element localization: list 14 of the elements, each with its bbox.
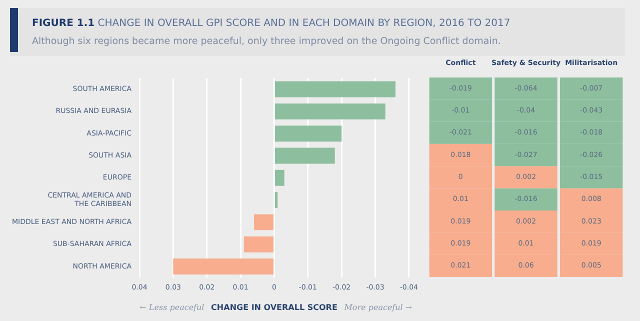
x-axis-title: CHANGE IN OVERALL SCORE [211, 303, 338, 312]
bar [173, 258, 274, 274]
text: ← Less peaceful [140, 303, 205, 312]
bar [274, 192, 278, 208]
bar [274, 170, 284, 186]
bar [244, 236, 274, 252]
chart-subtitle: Although six regions became more peaceful, only three improved on the Ongoing Conflict domain. [32, 36, 501, 47]
bar [274, 148, 335, 164]
text: More peaceful → [343, 303, 412, 312]
bar [274, 81, 396, 98]
bar [274, 126, 342, 142]
chart-title: FIGURE 1.1 CHANGE IN OVERALL GPI SCORE AND IN EACH DOMAIN BY REGION, 2016 TO 2017 [32, 18, 510, 29]
bar [254, 214, 274, 230]
bar [274, 103, 386, 120]
